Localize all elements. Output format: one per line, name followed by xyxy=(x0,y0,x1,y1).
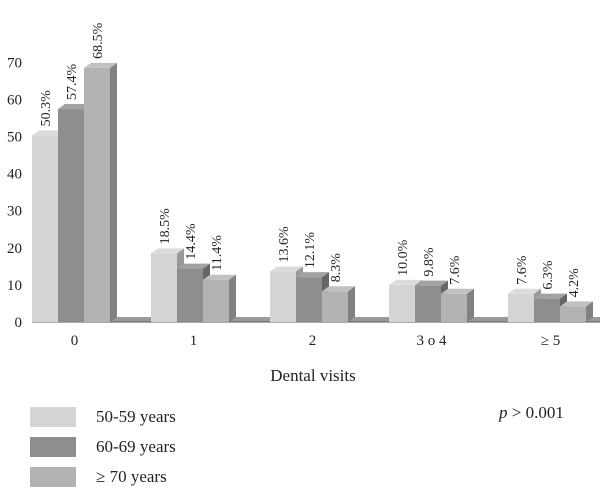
bar-top xyxy=(151,248,184,254)
bar-side xyxy=(110,62,117,323)
bar-top xyxy=(270,266,303,272)
bar xyxy=(560,306,586,322)
bar xyxy=(58,109,84,323)
bar-top xyxy=(203,274,236,280)
y-tick-label: 10 xyxy=(7,278,22,294)
legend-item-50-59: 50-59 years xyxy=(30,404,176,429)
data-label: 11.4% xyxy=(210,235,225,271)
y-tick-label: 60 xyxy=(7,92,22,108)
x-tick-label: ≥ 5 xyxy=(541,333,560,349)
bar xyxy=(151,253,177,322)
bar xyxy=(534,298,560,322)
y-tick-label: 0 xyxy=(15,315,23,331)
legend-swatch-70-plus xyxy=(30,466,76,487)
p-value-symbol: p xyxy=(499,403,508,422)
bar xyxy=(441,293,467,322)
bar xyxy=(389,284,415,322)
bar xyxy=(270,271,296,322)
p-value-annotation: p > 0.001 xyxy=(499,403,564,423)
data-label: 50.3% xyxy=(39,90,54,127)
bar-side xyxy=(348,286,355,322)
y-tick-label: 70 xyxy=(7,55,22,71)
bar xyxy=(84,67,110,323)
data-label: 8.3% xyxy=(329,253,344,283)
bar-top xyxy=(296,272,329,278)
data-label: 57.4% xyxy=(65,64,80,101)
bar-top xyxy=(322,286,355,292)
bar-top xyxy=(534,293,567,299)
bar xyxy=(415,285,441,322)
bar xyxy=(508,293,534,322)
bar xyxy=(203,279,229,322)
bar-top xyxy=(415,280,448,286)
legend-label-70-plus: ≥ 70 years xyxy=(96,466,167,486)
y-tick-label: 40 xyxy=(7,167,22,183)
y-tick-label: 50 xyxy=(7,130,22,146)
legend-item-60-69: 60-69 years xyxy=(30,434,176,459)
x-tick-label: 2 xyxy=(309,333,317,349)
x-tick-label: 1 xyxy=(190,333,198,349)
x-axis-title: Dental visits xyxy=(270,366,355,385)
grouped-bar-chart: 0 10 20 30 40 50 60 70 50.3% 57.4% 68.5% 0 18.5% 14.4… xyxy=(7,22,600,385)
legend: 50-59 years 60-69 years ≥ 70 years xyxy=(30,404,176,494)
data-label: 7.6% xyxy=(515,255,530,285)
bar-side xyxy=(467,288,474,322)
y-tick-label: 30 xyxy=(7,204,22,220)
bar xyxy=(322,291,348,322)
legend-label-50-59: 50-59 years xyxy=(96,406,176,426)
bar-top xyxy=(560,301,593,307)
y-tick-label: 20 xyxy=(7,241,22,257)
bar-side xyxy=(229,274,236,322)
bar-top xyxy=(58,104,91,110)
bar xyxy=(296,277,322,322)
data-label: 4.2% xyxy=(567,268,582,298)
bar-top xyxy=(508,288,541,294)
data-label: 9.8% xyxy=(422,247,437,277)
legend-swatch-50-59 xyxy=(30,406,76,427)
p-value-text: > 0.001 xyxy=(507,403,564,422)
x-tick-label: 0 xyxy=(71,333,79,349)
data-label: 10.0% xyxy=(396,239,411,276)
legend-item-70-plus: ≥ 70 years xyxy=(30,464,176,489)
bar-top xyxy=(84,62,117,68)
bar-top xyxy=(441,288,474,294)
x-tick-label: 3 o 4 xyxy=(417,333,448,349)
data-label: 13.6% xyxy=(277,226,292,263)
legend-label-60-69: 60-69 years xyxy=(96,436,176,456)
bar-side xyxy=(586,301,593,322)
data-label: 6.3% xyxy=(541,260,556,290)
data-label: 12.1% xyxy=(303,232,318,269)
bar-top xyxy=(177,263,210,269)
bar-top xyxy=(32,130,65,136)
data-label: 7.6% xyxy=(448,255,463,285)
bar xyxy=(177,268,203,322)
legend-swatch-60-69 xyxy=(30,436,76,457)
data-label: 14.4% xyxy=(184,223,199,260)
bar xyxy=(32,135,58,322)
data-label: 18.5% xyxy=(158,208,173,245)
data-label: 68.5% xyxy=(91,22,106,59)
bar-top xyxy=(389,279,422,285)
